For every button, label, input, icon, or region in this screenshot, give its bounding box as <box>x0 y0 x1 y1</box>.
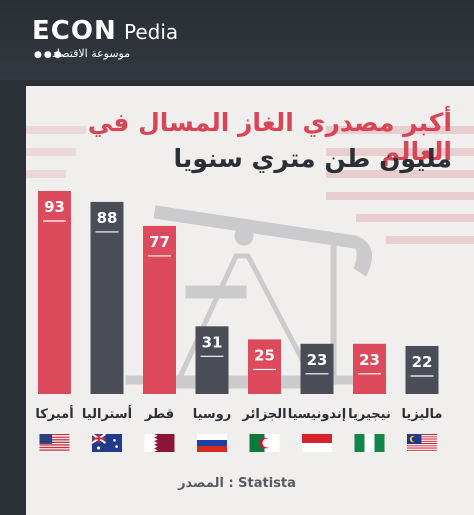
malaysia-flag-icon <box>407 434 437 452</box>
chart-subtitle: مليون طن متري سنويا <box>173 144 452 173</box>
bar-0 <box>38 191 71 394</box>
bar-value-0: 93 <box>44 198 65 216</box>
card-background-illustration <box>26 126 474 389</box>
category-label-0: أميركا <box>35 405 73 422</box>
bar-3 <box>195 326 229 394</box>
category-label-1: أستراليا <box>82 405 132 422</box>
bar-4 <box>248 339 281 394</box>
australia-flag-icon <box>91 433 122 452</box>
nigeria-flag-icon <box>354 434 385 452</box>
bar-6 <box>353 343 386 394</box>
bar-value-6: 23 <box>359 351 380 369</box>
category-label-3: روسيا <box>193 407 232 422</box>
bar-value-4: 25 <box>254 346 275 364</box>
category-label-7: ماليزيا <box>402 407 443 422</box>
bar-1 <box>90 201 124 394</box>
bar-value-3: 31 <box>202 333 223 351</box>
source-note: المصدر : Statista <box>178 476 296 491</box>
logo-tagline: موسوعة الاقتصاد <box>52 47 131 60</box>
chart-title: أكبر مصدري الغاز المسال في العالم <box>87 108 452 166</box>
header-bar: ECON Pedia ●●● موسوعة الاقتصاد <box>0 0 474 80</box>
us-flag-icon <box>39 434 70 451</box>
logo-wordmark: ECON <box>32 16 117 46</box>
russia-flag-icon <box>197 434 227 452</box>
category-label-5: إندونيسيا <box>288 407 347 422</box>
bar-value-7: 22 <box>412 353 433 371</box>
econpedia-logo: ECON Pedia ●●● موسوعة الاقتصاد <box>32 16 182 66</box>
bar-value-5: 23 <box>307 351 328 369</box>
bar-7 <box>405 345 439 394</box>
bar-value-1: 88 <box>97 209 118 227</box>
indonesia-flag-icon <box>302 434 332 452</box>
qatar-flag-icon <box>144 434 175 452</box>
category-label-2: قطر <box>144 407 174 422</box>
algeria-flag-icon <box>249 434 280 452</box>
bar-5 <box>300 343 334 394</box>
logo-pedia: Pedia <box>124 20 179 44</box>
bar-2 <box>143 225 176 394</box>
category-label-6: نيجيريا <box>348 407 391 422</box>
logo-dots: ●●● <box>34 50 64 60</box>
bar-value-2: 77 <box>149 233 170 251</box>
category-label-4: الجزائر <box>241 407 286 422</box>
